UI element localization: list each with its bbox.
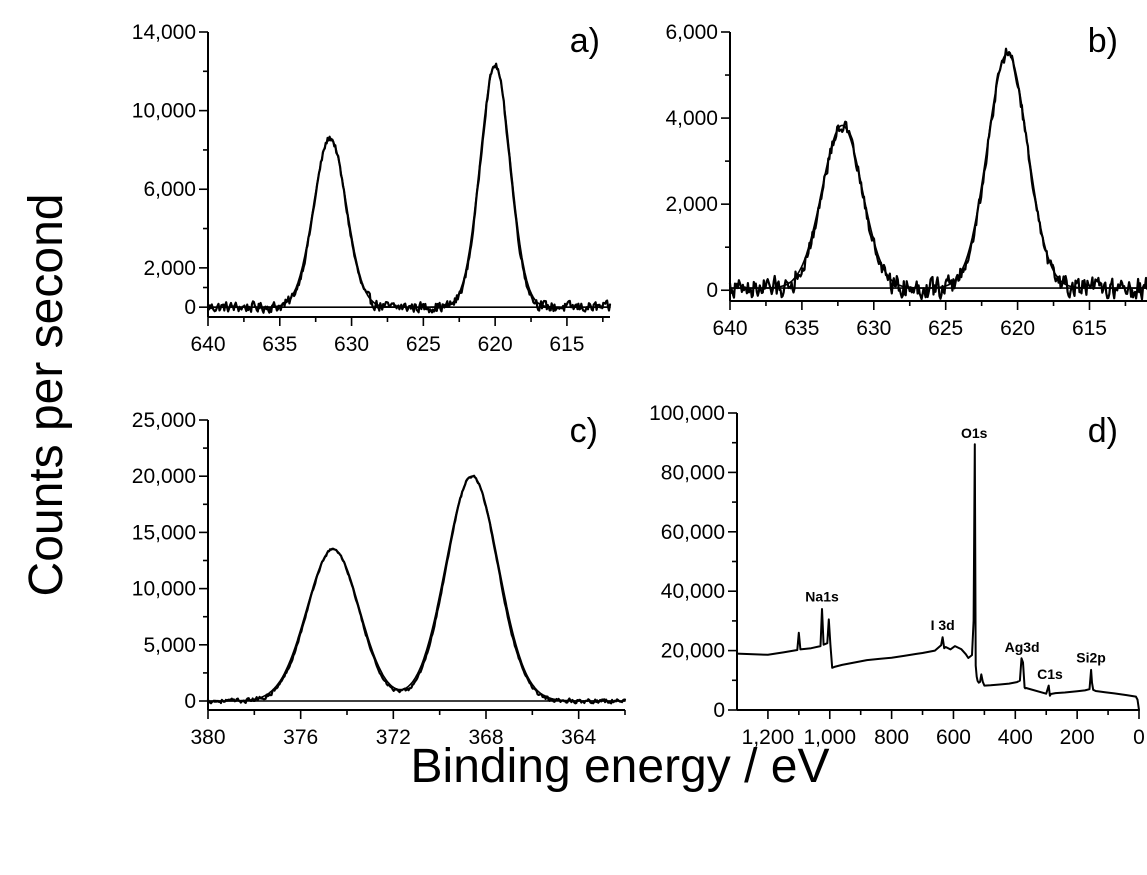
measured-spectrum-line bbox=[728, 47, 1147, 301]
x-tick-label: 615 bbox=[1072, 317, 1107, 340]
x-tick-label: 372 bbox=[376, 726, 411, 749]
y-tick-label: 14,000 bbox=[132, 21, 196, 44]
x-tick-label: 625 bbox=[406, 333, 441, 356]
fit-envelope-line bbox=[207, 475, 626, 702]
x-tick-label: 630 bbox=[334, 333, 369, 356]
x-tick-label: 635 bbox=[262, 333, 297, 356]
panel-letter: d) bbox=[1088, 412, 1118, 450]
x-tick-label: 364 bbox=[561, 726, 596, 749]
measured-spectrum-line bbox=[206, 62, 612, 314]
fit-envelope-line bbox=[729, 52, 1147, 289]
y-tick-label: 20,000 bbox=[132, 465, 196, 488]
y-tick-label: 80,000 bbox=[661, 461, 725, 484]
x-tick-label: 1,200 bbox=[742, 726, 795, 749]
peak-annotation: I 3d bbox=[931, 617, 955, 633]
fit-envelope-line bbox=[207, 64, 611, 309]
y-tick-label: 2,000 bbox=[665, 193, 718, 216]
y-tick-label: 40,000 bbox=[661, 580, 725, 603]
y-tick-label: 2,000 bbox=[143, 257, 196, 280]
y-tick-label: 100,000 bbox=[649, 402, 725, 425]
peak-annotation: C1s bbox=[1037, 666, 1063, 682]
panel-letter: a) bbox=[570, 22, 600, 60]
y-tick-label: 5,000 bbox=[143, 634, 196, 657]
x-tick-label: 800 bbox=[874, 726, 909, 749]
x-tick-label: 380 bbox=[190, 726, 225, 749]
y-tick-label: 0 bbox=[713, 699, 725, 722]
peak-annotation: Ag3d bbox=[1005, 639, 1040, 655]
panel-letter: c) bbox=[570, 412, 598, 450]
survey-spectrum-line bbox=[736, 443, 1140, 711]
measured-spectrum-line bbox=[206, 474, 627, 705]
figure-x-label: Binding energy / eV bbox=[411, 740, 830, 793]
x-tick-label: 615 bbox=[549, 333, 584, 356]
y-tick-label: 6,000 bbox=[665, 21, 718, 44]
chart-panel-4: 0 20,000 40,000 60,000 80,000 100,000 1,200 1,0… bbox=[649, 402, 1145, 749]
chart-panel-1: 0 2,000 6,000 10,000 14,000 640 635 630 625 620 61… bbox=[132, 21, 612, 356]
y-tick-label: 4,000 bbox=[665, 107, 718, 130]
peak-annotation: O1s bbox=[961, 425, 988, 441]
x-tick-label: 376 bbox=[283, 726, 318, 749]
x-tick-label: 620 bbox=[1000, 317, 1035, 340]
x-tick-label: 625 bbox=[928, 317, 963, 340]
panel-letter: b) bbox=[1088, 22, 1118, 60]
y-tick-label: 60,000 bbox=[661, 521, 725, 544]
y-tick-label: 10,000 bbox=[132, 578, 196, 601]
y-tick-label: 25,000 bbox=[132, 409, 196, 432]
x-tick-label: 600 bbox=[936, 726, 971, 749]
x-tick-label: 1,000 bbox=[803, 726, 856, 749]
y-tick-label: 15,000 bbox=[132, 521, 196, 544]
peak-annotation: Si2p bbox=[1076, 649, 1106, 665]
y-tick-label: 10,000 bbox=[132, 100, 196, 123]
y-tick-label: 20,000 bbox=[661, 640, 725, 663]
y-tick-label: 6,000 bbox=[143, 178, 196, 201]
x-tick-label: 368 bbox=[468, 726, 503, 749]
y-tick-label: 0 bbox=[184, 690, 196, 713]
chart-panel-2: 0 2,000 4,000 6,000 640 635 630 625 620 615 b) bbox=[665, 21, 1147, 340]
x-tick-label: 630 bbox=[856, 317, 891, 340]
x-tick-label: 640 bbox=[712, 317, 747, 340]
peak-annotation: Na1s bbox=[805, 589, 839, 605]
x-tick-label: 620 bbox=[478, 333, 513, 356]
x-tick-label: 635 bbox=[784, 317, 819, 340]
x-tick-label: 400 bbox=[998, 726, 1033, 749]
figure-y-label: Counts per second bbox=[20, 194, 73, 597]
y-tick-label: 0 bbox=[706, 279, 718, 302]
y-tick-label: 0 bbox=[184, 296, 196, 319]
x-tick-label: 0 bbox=[1133, 726, 1145, 749]
chart-panel-3: 0 5,000 10,000 15,000 20,000 25,000 380 376 372 3… bbox=[132, 409, 627, 749]
x-tick-label: 640 bbox=[190, 333, 225, 356]
x-tick-label: 200 bbox=[1060, 726, 1095, 749]
